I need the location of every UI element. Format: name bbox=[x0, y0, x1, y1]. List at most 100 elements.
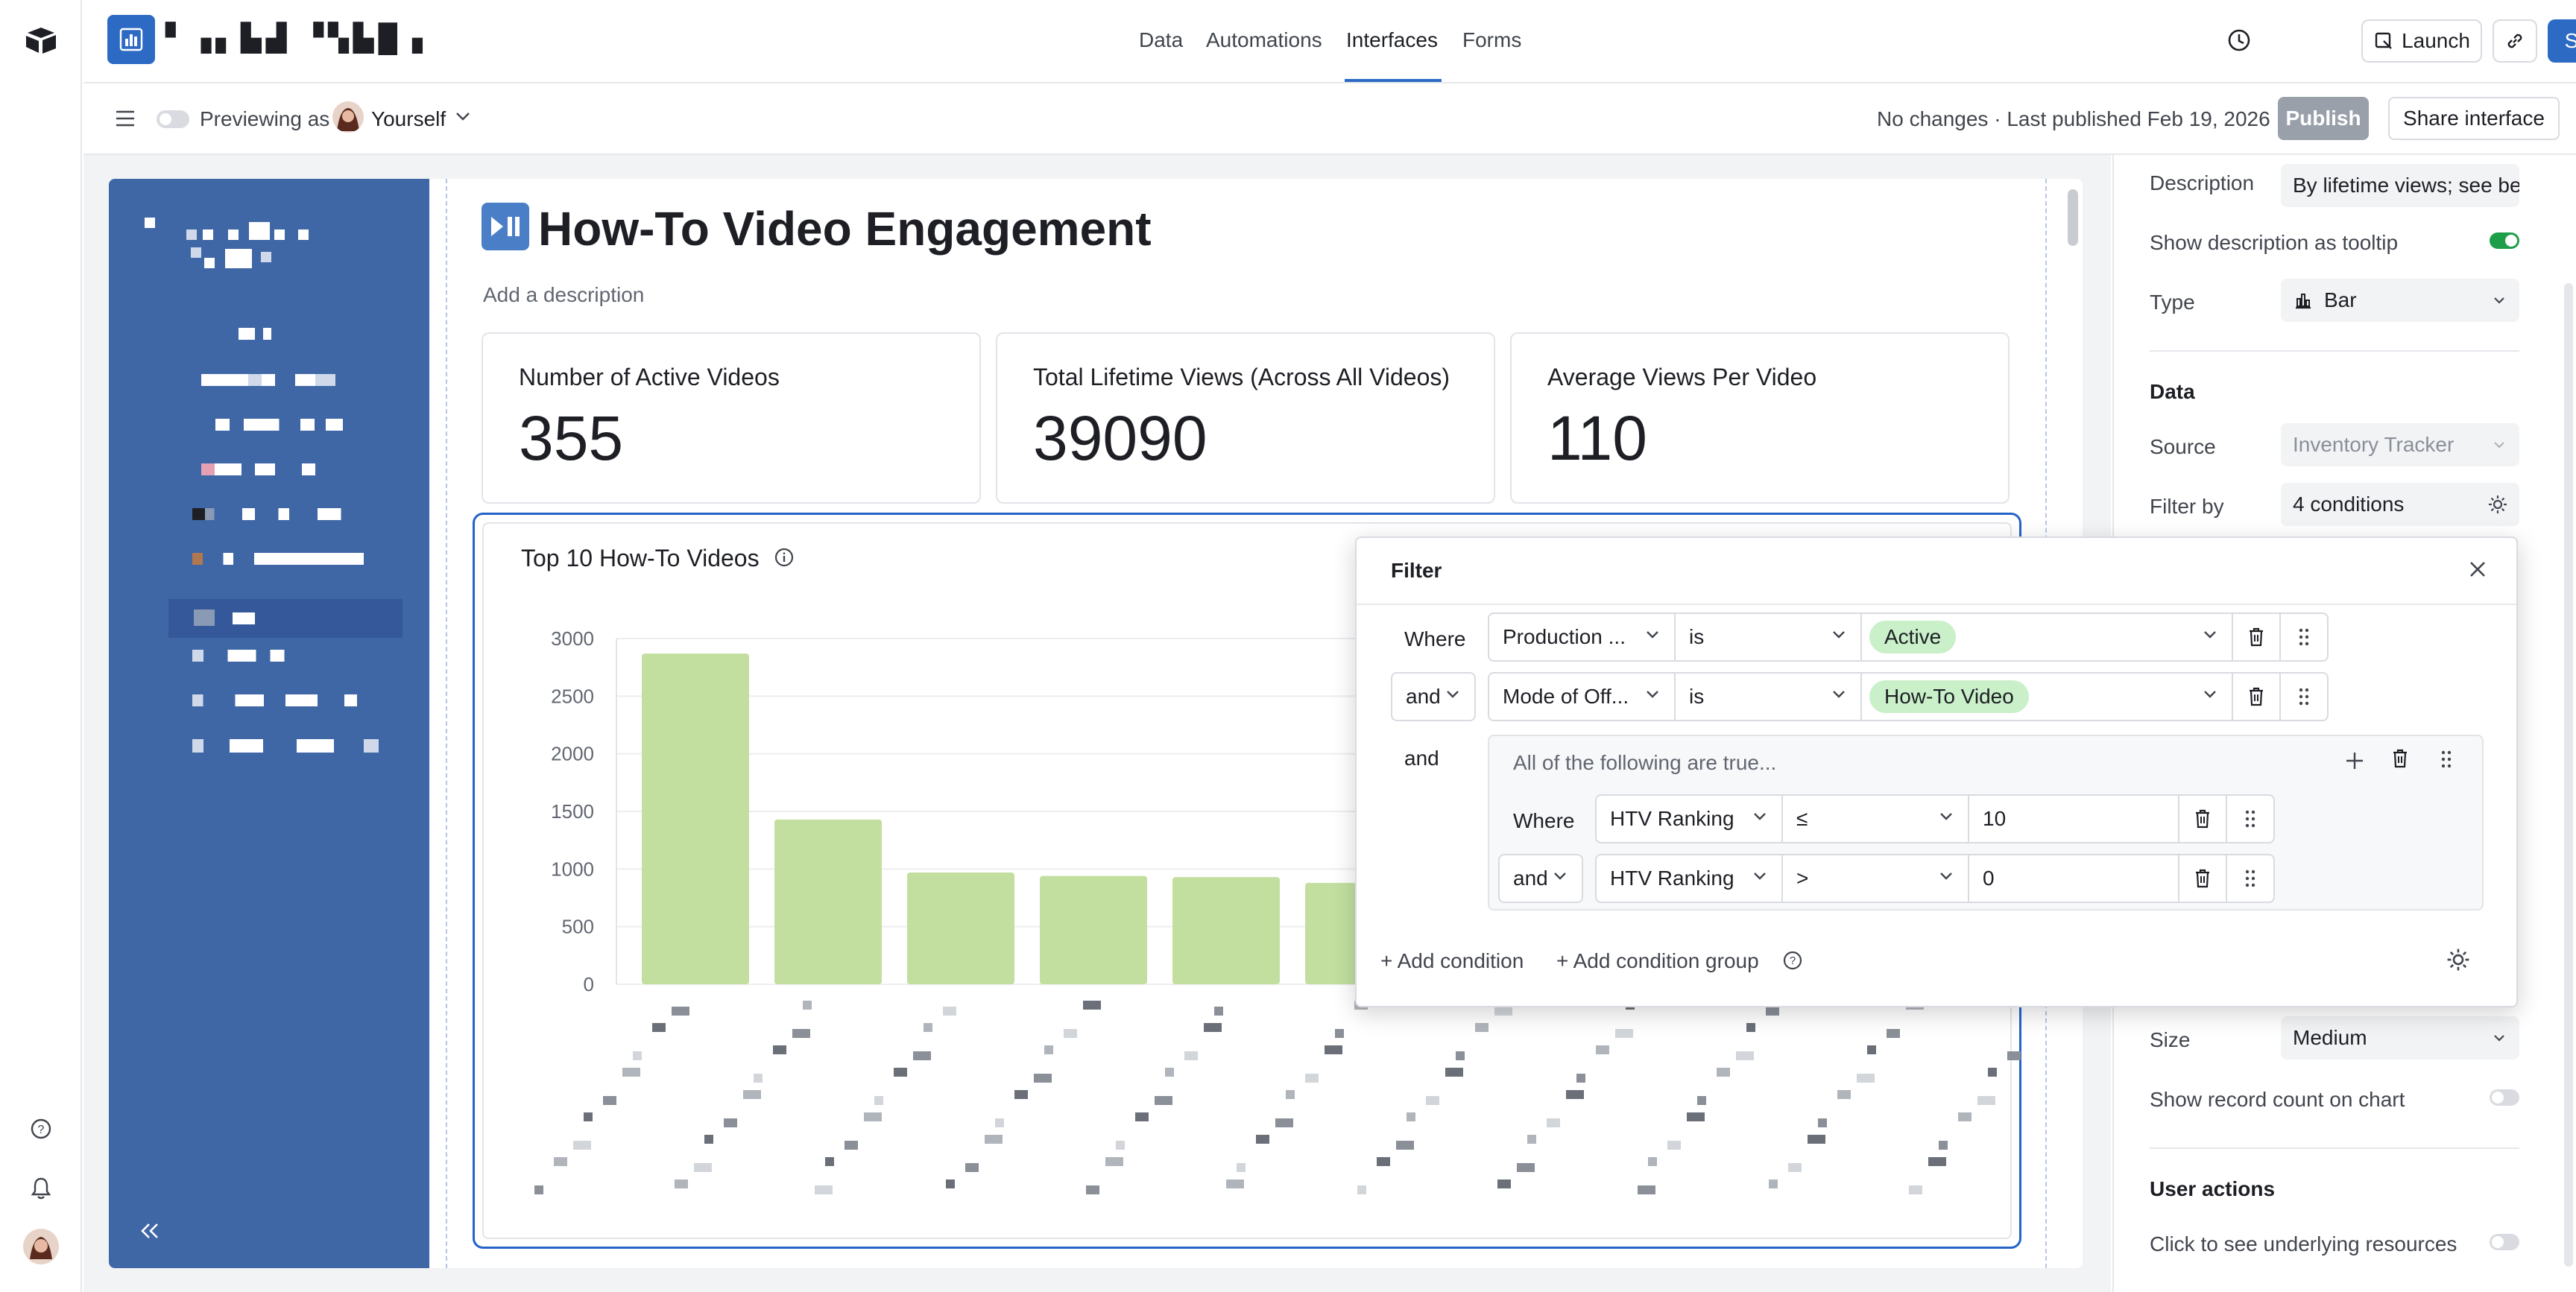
condition-operator-select[interactable]: is bbox=[1674, 672, 1862, 721]
tab-data[interactable]: Data bbox=[1139, 28, 1184, 51]
base-icon[interactable] bbox=[107, 15, 155, 64]
tab-interfaces[interactable]: Interfaces bbox=[1346, 28, 1438, 51]
divider bbox=[2150, 1147, 2519, 1149]
nav-item[interactable] bbox=[206, 328, 288, 340]
tab-automations[interactable]: Automations bbox=[1206, 28, 1322, 51]
condition-field-select[interactable]: HTV Ranking bbox=[1595, 854, 1783, 903]
preview-toggle[interactable] bbox=[157, 110, 189, 128]
tooltip-toggle[interactable] bbox=[2490, 232, 2519, 249]
launch-button[interactable]: Launch bbox=[2361, 19, 2482, 63]
page-scrollbar[interactable] bbox=[2068, 189, 2078, 246]
drag-handle[interactable] bbox=[2279, 612, 2329, 662]
kpi-card-average-views[interactable]: Average Views Per Video 110 bbox=[1510, 332, 2010, 504]
nav-item[interactable] bbox=[192, 508, 349, 520]
base-name[interactable]: ▘▗▖▙▟ ▝▚▙█▗ bbox=[165, 22, 427, 53]
add-condition-group-button[interactable]: + Add condition group bbox=[1556, 949, 1759, 972]
filter-settings-gear-icon[interactable] bbox=[2445, 946, 2472, 977]
group-header: All of the following are true... bbox=[1513, 751, 1777, 774]
drag-handle[interactable] bbox=[2279, 672, 2329, 721]
app-rail: ? bbox=[0, 0, 82, 1292]
nav-item[interactable] bbox=[201, 419, 343, 431]
help-icon[interactable]: ? bbox=[22, 1110, 60, 1147]
publish-button[interactable]: Publish bbox=[2278, 97, 2369, 140]
chart-bar[interactable] bbox=[1172, 877, 1280, 984]
copy-link-button[interactable] bbox=[2493, 19, 2537, 63]
type-select[interactable]: Bar bbox=[2281, 279, 2519, 322]
record-count-toggle[interactable] bbox=[2490, 1089, 2519, 1106]
conjunction-value: and bbox=[1406, 685, 1441, 708]
chart-bar[interactable] bbox=[907, 872, 1014, 984]
delete-condition-button[interactable] bbox=[2232, 672, 2281, 721]
chart-bar[interactable] bbox=[1040, 875, 1147, 984]
drag-handle-icon[interactable] bbox=[2440, 750, 2452, 773]
page-description[interactable]: Add a description bbox=[483, 283, 645, 306]
delete-group-icon[interactable] bbox=[2391, 748, 2409, 773]
chevron-down-icon bbox=[2494, 442, 2504, 449]
condition-field-select[interactable]: HTV Ranking bbox=[1595, 794, 1783, 843]
condition-field-select[interactable]: Mode of Off... bbox=[1488, 672, 1676, 721]
nav-item[interactable] bbox=[192, 739, 379, 753]
toggle-knob bbox=[160, 113, 171, 125]
divider bbox=[1357, 604, 2516, 605]
share-button[interactable]: Share bbox=[2548, 19, 2576, 63]
info-icon[interactable] bbox=[773, 546, 795, 572]
panel-scrollbar[interactable] bbox=[2564, 283, 2573, 1267]
nav-item-selected[interactable] bbox=[168, 599, 402, 638]
nav-item[interactable] bbox=[192, 553, 364, 565]
add-condition-button[interactable]: + Add condition bbox=[1380, 949, 1524, 972]
kpi-value: 355 bbox=[519, 403, 624, 473]
user-avatar[interactable] bbox=[22, 1228, 60, 1265]
chart-bar[interactable] bbox=[642, 653, 749, 984]
collapse-sidebar-icon[interactable] bbox=[139, 1222, 161, 1244]
kpi-card-total-views[interactable]: Total Lifetime Views (Across All Videos)… bbox=[996, 332, 1495, 504]
condition-value-input[interactable]: 0 bbox=[1968, 854, 2179, 903]
size-select[interactable]: Medium bbox=[2281, 1016, 2519, 1060]
underlying-resources-toggle[interactable] bbox=[2490, 1234, 2519, 1250]
airtable-logo-icon[interactable] bbox=[22, 22, 60, 60]
condition-group: All of the following are true... Where H… bbox=[1488, 735, 2484, 911]
description-field[interactable]: By lifetime views; see be bbox=[2281, 164, 2519, 207]
conjunction-select[interactable]: and bbox=[1391, 672, 1476, 721]
delete-condition-button[interactable] bbox=[2178, 854, 2227, 903]
condition-field-select[interactable]: Production ... bbox=[1488, 612, 1676, 662]
condition-operator-select[interactable]: is bbox=[1674, 612, 1862, 662]
menu-icon[interactable] bbox=[115, 109, 136, 132]
history-icon[interactable] bbox=[1479, 25, 2250, 59]
source-select[interactable]: Inventory Tracker bbox=[2281, 423, 2519, 466]
share-interface-button[interactable]: Share interface bbox=[2388, 97, 2560, 140]
filter-popover: Filter Where Production ... is Active an… bbox=[1355, 536, 2518, 1007]
chevron-down-icon[interactable] bbox=[455, 110, 471, 126]
help-icon[interactable]: ? bbox=[1781, 949, 1804, 975]
delete-condition-button[interactable] bbox=[2178, 794, 2227, 843]
source-label: Source bbox=[2150, 435, 2216, 458]
notifications-bell-icon[interactable] bbox=[22, 1170, 60, 1207]
preview-user-selector[interactable]: Yourself bbox=[371, 107, 446, 130]
publish-status: No changes · Last published Feb 19, 2026 bbox=[1877, 107, 2270, 130]
condition-operator-select[interactable]: ≤ bbox=[1781, 794, 1969, 843]
condition-value-input[interactable]: 10 bbox=[1968, 794, 2179, 843]
delete-condition-button[interactable] bbox=[2232, 612, 2281, 662]
condition-operator-select[interactable]: > bbox=[1781, 854, 1969, 903]
nav-item[interactable] bbox=[201, 374, 335, 386]
condition-value-select[interactable]: How-To Video bbox=[1860, 672, 2233, 721]
condition-value-select[interactable]: Active bbox=[1860, 612, 2233, 662]
page-title[interactable]: How-To Video Engagement bbox=[538, 202, 1152, 256]
nav-item[interactable] bbox=[192, 694, 371, 706]
condition-operator-value: > bbox=[1796, 867, 1809, 890]
nav-item[interactable] bbox=[201, 463, 335, 475]
value-pill: How-To Video bbox=[1869, 680, 2029, 713]
chart-bar[interactable] bbox=[774, 819, 882, 984]
nav-item[interactable] bbox=[192, 650, 334, 662]
close-icon[interactable] bbox=[2467, 559, 2488, 583]
launch-label: Launch bbox=[2402, 29, 2470, 52]
tab-forms[interactable]: Forms bbox=[1462, 28, 1522, 51]
interface-nav-sidebar bbox=[109, 179, 429, 1268]
conjunction-select[interactable]: and bbox=[1498, 854, 1583, 903]
drag-handle[interactable] bbox=[2226, 854, 2275, 903]
add-to-group-icon[interactable] bbox=[2343, 750, 2366, 776]
chevron-down-icon bbox=[2204, 691, 2216, 698]
drag-handle[interactable] bbox=[2226, 794, 2275, 843]
filter-by-field[interactable]: 4 conditions bbox=[2281, 483, 2519, 526]
kpi-card-active-videos[interactable]: Number of Active Videos 355 bbox=[482, 332, 981, 504]
y-tick-label: 2500 bbox=[551, 685, 594, 707]
